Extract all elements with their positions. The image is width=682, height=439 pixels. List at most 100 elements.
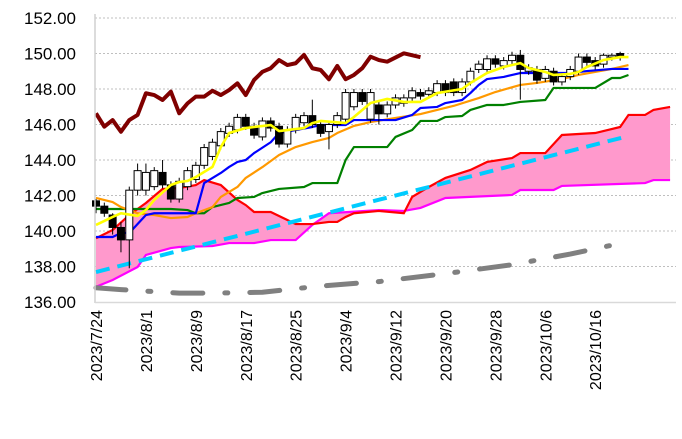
y-tick-label: 136.00 (24, 293, 76, 312)
candle (92, 199, 100, 214)
y-tick-label: 150.00 (24, 45, 76, 64)
series-line-5 (95, 55, 629, 227)
candle-body (316, 124, 325, 134)
candle-body (582, 56, 591, 63)
x-tick-label: 2023/7/24 (89, 310, 106, 381)
y-tick-label: 142.00 (24, 187, 76, 206)
candle-body (341, 92, 350, 120)
candle-body (549, 70, 558, 83)
candle (374, 101, 383, 125)
candle (582, 53, 591, 66)
series-line-2 (96, 73, 629, 215)
candle (100, 202, 109, 217)
candle-body (108, 214, 117, 228)
candle-body (508, 54, 516, 62)
x-tick-label: 2023/8/1 (139, 310, 156, 372)
candle-body (233, 116, 242, 131)
candle (333, 112, 342, 129)
candle (208, 138, 217, 160)
overlay-lines (94, 51, 629, 227)
series-line-0 (93, 239, 631, 296)
candle (516, 49, 525, 100)
candle-body (283, 129, 292, 145)
cloud-lower-line (95, 178, 671, 288)
candle-body (491, 58, 500, 65)
x-tick-label: 2023/9/20 (438, 310, 455, 381)
candle (141, 163, 150, 196)
x-tick-label: 2023/9/4 (339, 310, 356, 372)
series-line-1 (95, 134, 629, 274)
candle-body (100, 205, 109, 214)
candle (150, 167, 159, 191)
y-axis-tick-labels: 136.00 138.00 140.00 142.00 144.00 146.00 148.… (24, 9, 76, 312)
y-tick-label: 152.00 (24, 9, 76, 28)
y-tick-label: 146.00 (24, 116, 76, 135)
candle-body (383, 104, 392, 115)
candle (200, 144, 209, 169)
candle-body (349, 92, 358, 108)
x-tick-label: 2023/10/16 (588, 310, 605, 390)
candle (275, 122, 284, 148)
candle-body (241, 116, 250, 127)
y-tick-label: 140.00 (24, 222, 76, 241)
candle-body (449, 81, 458, 94)
candle (449, 78, 458, 97)
candle (383, 101, 392, 118)
candle-body (416, 92, 425, 97)
candle (474, 60, 483, 74)
candle-body (141, 171, 150, 191)
candle (316, 120, 325, 137)
x-tick-label: 2023/9/12 (389, 310, 406, 381)
candle (349, 89, 358, 111)
candle-body (133, 170, 142, 191)
candle (300, 112, 308, 127)
x-tick-label: 2023/8/9 (189, 310, 206, 372)
x-tick-label: 2023/9/28 (488, 310, 505, 381)
candle (408, 87, 417, 102)
candle (116, 222, 125, 253)
candle-body (424, 90, 433, 95)
candle-body (191, 164, 200, 181)
y-tick-label: 138.00 (24, 258, 76, 277)
candle-body (433, 83, 442, 94)
series-line-3 (95, 63, 629, 220)
candle-body (275, 125, 284, 145)
candle (491, 55, 500, 68)
x-tick-label: 2023/8/25 (289, 310, 306, 381)
candle-body (116, 226, 125, 241)
candle (508, 51, 516, 65)
candle (441, 80, 450, 97)
candle (324, 120, 333, 150)
candle-body (483, 58, 492, 70)
candle-body (333, 115, 342, 125)
candle (133, 163, 142, 196)
candle-body (557, 76, 566, 83)
candle (549, 67, 558, 86)
candle (416, 89, 425, 100)
candle (483, 55, 492, 74)
candle-body (408, 90, 417, 99)
x-tick-label: 2023/10/6 (538, 310, 555, 381)
candle-body (200, 147, 209, 166)
candle (258, 117, 267, 141)
x-axis-tick-labels: 2023/7/24 2023/8/1 2023/8/9 2023/8/17 2023/8… (89, 310, 605, 390)
candle-body (474, 63, 483, 70)
candle-body (324, 124, 333, 133)
y-tick-label: 148.00 (24, 80, 76, 99)
candle (358, 89, 367, 105)
candle-body (158, 171, 167, 186)
candle-body (358, 92, 367, 102)
candle (191, 161, 200, 184)
candle (158, 160, 167, 189)
ichimoku-cloud (95, 105, 671, 288)
candle-body (607, 54, 616, 58)
candle (341, 89, 350, 123)
candle-body (258, 120, 267, 138)
candle (250, 122, 259, 139)
candle-body (150, 170, 159, 188)
cloud-fill (96, 106, 671, 287)
cloud-upper-line (95, 105, 671, 240)
y-tick-label: 144.00 (24, 151, 76, 170)
series-line-6 (94, 51, 421, 134)
